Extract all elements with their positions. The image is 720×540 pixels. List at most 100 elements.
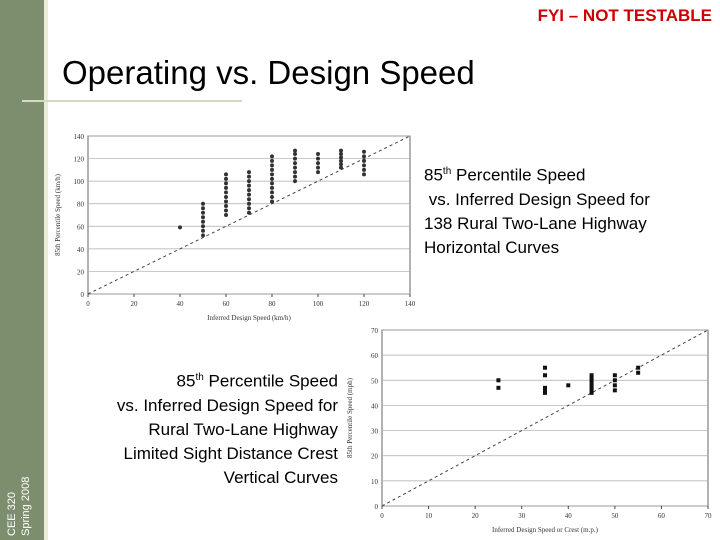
data-point xyxy=(201,228,205,233)
y-tick-label: 100 xyxy=(74,178,85,186)
data-point xyxy=(293,148,297,153)
reference-line xyxy=(381,329,709,507)
data-point xyxy=(636,370,641,375)
data-point xyxy=(247,188,251,193)
data-point xyxy=(496,378,501,383)
y-tick-label: 50 xyxy=(371,377,379,385)
data-point xyxy=(339,148,343,153)
y-tick-label: 60 xyxy=(371,352,379,360)
data-point xyxy=(201,219,205,224)
data-point xyxy=(589,375,594,380)
data-point xyxy=(589,373,594,378)
data-point xyxy=(178,225,182,230)
x-tick-label: 120 xyxy=(359,300,370,308)
horizontal-curve-chart: 0 20 40 60 80 100 120 140 0 20 40 60 80 100 120 140 Infe… xyxy=(54,133,416,322)
x-tick-label: 60 xyxy=(658,512,666,520)
data-point xyxy=(224,172,228,177)
x-tick-label: 50 xyxy=(611,512,619,520)
data-point xyxy=(293,152,297,157)
bottom-chart-caption: 85th Percentile Speed vs. Inferred Desig… xyxy=(116,371,338,487)
data-point xyxy=(224,203,228,208)
x-axis-label: Inferred Design Speed or Crest (m.p.) xyxy=(492,526,599,534)
data-point xyxy=(339,152,343,157)
data-point xyxy=(270,158,274,163)
data-point xyxy=(589,383,594,388)
y-tick-label: 20 xyxy=(371,453,379,461)
data-point xyxy=(270,163,274,168)
data-point xyxy=(293,170,297,175)
x-tick-label: 100 xyxy=(313,300,324,308)
y-tick-label: 40 xyxy=(371,402,379,410)
data-point xyxy=(224,213,228,217)
data-point xyxy=(543,390,547,395)
data-point xyxy=(270,194,274,199)
data-point xyxy=(201,201,205,206)
x-tick-label: 0 xyxy=(380,512,384,520)
data-point xyxy=(224,185,228,190)
plot-area xyxy=(87,135,411,295)
y-tick-label: 70 xyxy=(371,327,379,335)
data-point xyxy=(496,385,501,390)
data-point xyxy=(247,170,251,175)
data-point xyxy=(589,385,594,390)
data-point xyxy=(247,206,251,211)
y-tick-label: 80 xyxy=(77,201,85,209)
x-tick-label: 80 xyxy=(269,300,277,308)
data-point xyxy=(247,210,251,215)
sidebar-accent-strip xyxy=(44,0,48,540)
data-point xyxy=(270,167,274,172)
data-point xyxy=(247,197,251,202)
data-point xyxy=(270,185,274,190)
title-rule xyxy=(22,100,242,102)
fyi-label: FYI – NOT TESTABLE xyxy=(537,6,712,25)
data-point xyxy=(201,233,205,238)
data-point xyxy=(224,199,228,204)
y-axis-label: 85th Percentile Speed (km/h) xyxy=(54,173,62,256)
data-point xyxy=(339,162,343,167)
y-tick-label: 140 xyxy=(74,133,85,141)
y-tick-label: 40 xyxy=(77,246,85,254)
data-point xyxy=(362,158,366,163)
y-tick-label: 60 xyxy=(77,223,85,231)
data-point xyxy=(316,161,320,166)
data-point xyxy=(316,170,320,175)
data-point xyxy=(293,161,297,166)
data-point xyxy=(201,210,205,215)
data-point xyxy=(247,183,251,188)
data-point xyxy=(543,388,547,393)
data-point xyxy=(543,365,547,370)
data-point xyxy=(201,215,205,220)
data-point xyxy=(566,383,571,388)
data-point xyxy=(224,208,228,213)
data-point xyxy=(543,385,547,390)
data-point xyxy=(270,176,274,181)
data-point xyxy=(362,154,366,159)
term-label: Spring 2008 xyxy=(20,476,32,536)
data-point xyxy=(247,201,251,206)
data-point xyxy=(362,163,366,168)
data-point xyxy=(362,167,366,172)
x-tick-label: 10 xyxy=(425,512,433,520)
y-tick-label: 0 xyxy=(375,503,379,511)
x-tick-label: 70 xyxy=(705,512,713,520)
course-label: CEE 320 xyxy=(6,491,18,536)
data-point xyxy=(247,192,251,197)
data-point xyxy=(612,373,617,378)
data-point xyxy=(270,154,274,159)
sidebar-band xyxy=(0,0,44,540)
x-tick-label: 40 xyxy=(565,512,573,520)
data-point xyxy=(224,194,228,199)
data-point xyxy=(589,380,594,385)
data-point xyxy=(293,179,297,184)
data-point xyxy=(612,383,617,388)
data-point xyxy=(316,156,320,161)
data-point xyxy=(293,165,297,170)
data-point xyxy=(612,388,617,393)
y-tick-label: 10 xyxy=(371,478,379,486)
data-point xyxy=(589,378,594,383)
data-point xyxy=(589,388,594,393)
data-point xyxy=(543,373,547,378)
data-point xyxy=(270,190,274,195)
crest-curve-chart: 0 10 20 30 40 50 60 70 0 10 20 30 40 50 60 70 Inferred D… xyxy=(346,327,713,534)
x-tick-label: 30 xyxy=(518,512,526,520)
